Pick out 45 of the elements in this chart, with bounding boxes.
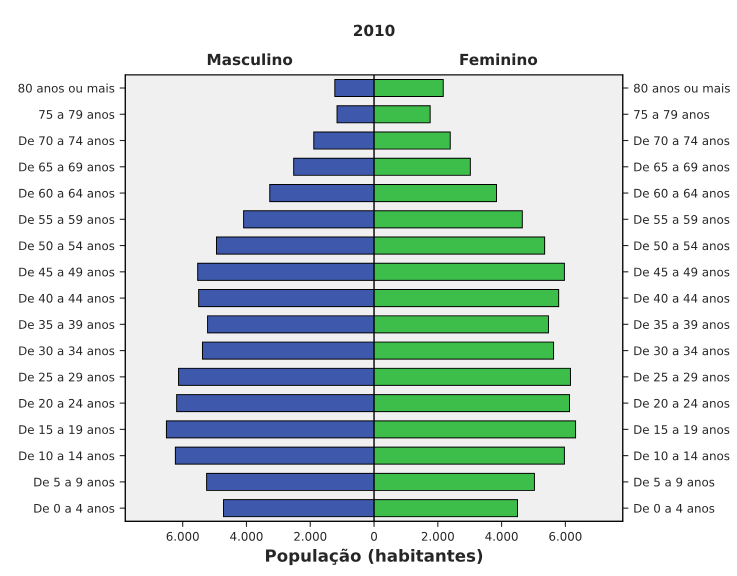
y2-tick-label: De 5 a 9 anos: [634, 478, 714, 487]
y-tick-label: De 10 a 14 anos: [19, 451, 114, 460]
y-tick-label: De 65 a 69 anos: [19, 162, 114, 172]
y2-tick-label: De 40 a 44 anos: [634, 294, 730, 303]
x-tick-label: 4.000: [230, 532, 263, 541]
y-tick-label: De 50 a 54 anos: [19, 241, 114, 250]
y2-tick-label: 75 a 79 anos: [634, 110, 710, 119]
x-tick-label: 6.000: [549, 532, 582, 541]
y2-tick-label: De 20 a 24 anos: [634, 398, 730, 408]
x-tick-label: 2.000: [422, 532, 454, 541]
y-tick-label: De 70 a 74 anos: [19, 136, 114, 146]
y2-tick-label: De 55 a 59 anos: [634, 215, 730, 224]
y2-tick-label: De 35 a 39 anos: [634, 320, 730, 329]
y2-tick-label: De 10 a 14 anos: [634, 451, 730, 460]
y-tick-label: De 5 a 9 anos: [34, 478, 114, 487]
x-tick-label: 4.000: [485, 532, 518, 541]
y2-tick-label: De 25 a 29 anos: [634, 372, 730, 382]
x-tick-label: 0: [371, 532, 377, 541]
y2-tick-label: De 65 a 69 anos: [634, 162, 730, 172]
y-tick-label: De 45 a 49 anos: [19, 268, 114, 276]
y-tick-label: De 35 a 39 anos: [19, 320, 114, 329]
chart-title: 2010: [354, 24, 395, 36]
y-tick-label: De 25 a 29 anos: [19, 372, 114, 382]
y2-tick-label: De 15 a 19 anos: [634, 425, 730, 434]
y-tick-label: De 20 a 24 anos: [19, 398, 114, 408]
y2-tick-label: De 45 a 49 anos: [634, 268, 730, 276]
y2-tick-label: De 30 a 34 anos: [634, 346, 730, 356]
y-tick-label: De 30 a 34 anos: [19, 346, 114, 356]
x-axis-title: População (habitantes): [266, 548, 482, 566]
text: Masculino: [208, 53, 292, 66]
y2-tick-label: De 0 a 4 anos: [634, 504, 714, 513]
y-tick-label: De 0 a 4 anos: [34, 504, 114, 513]
x-tick-label: 6.000: [166, 532, 199, 541]
y-tick-label: 80 anos ou mais: [18, 84, 114, 93]
y-tick-label: De 55 a 59 anos: [19, 215, 114, 224]
y2-tick-label: De 50 a 54 anos: [634, 241, 730, 250]
y2-tick-label: De 60 a 64 anos: [634, 188, 730, 198]
y-tick-label: 75 a 79 anos: [39, 110, 114, 119]
y-tick-label: De 15 a 19 anos: [19, 425, 114, 434]
y-tick-label: De 40 a 44 anos: [19, 294, 114, 303]
y2-tick-label: 80 anos ou mais: [634, 84, 730, 93]
y-tick-label: De 60 a 64 anos: [19, 188, 114, 198]
x-tick-label: 2.000: [294, 532, 326, 541]
y2-tick-label: De 70 a 74 anos: [634, 136, 730, 146]
series-label: Feminino: [460, 53, 538, 66]
